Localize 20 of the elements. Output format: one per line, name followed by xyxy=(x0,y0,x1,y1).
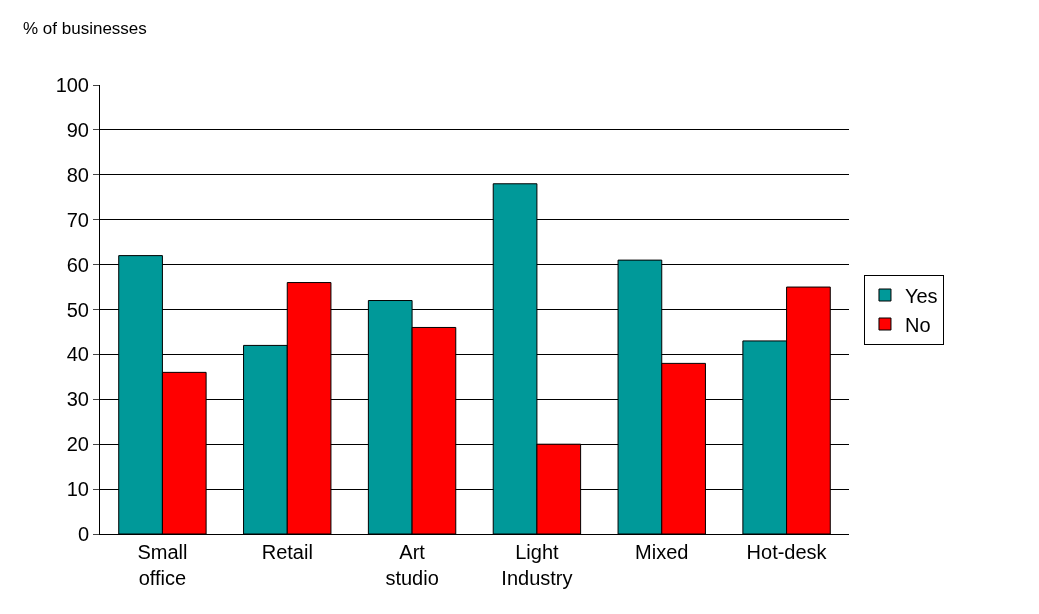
y-tick-label: 60 xyxy=(66,253,89,276)
x-tick-label: Hot-desk xyxy=(746,541,828,563)
y-tick-label: 0 xyxy=(77,523,89,545)
x-tick-label: Small office xyxy=(137,541,188,589)
y-tick-label: 20 xyxy=(66,433,89,456)
y-tick-label: 10 xyxy=(66,478,89,501)
legend-label: Yes xyxy=(904,284,938,307)
x-tick-label: Light Industry xyxy=(501,541,573,589)
y-tick-label: 100 xyxy=(55,74,89,96)
y-axis-title: % of businesses xyxy=(23,19,147,38)
x-tick-label: Art studio xyxy=(385,541,439,589)
y-tick-label: 70 xyxy=(66,208,89,231)
y-tick-label: 40 xyxy=(66,343,89,366)
legend-label: No xyxy=(904,313,931,336)
y-tick-label: 90 xyxy=(66,118,89,141)
y-tick-label: 80 xyxy=(66,163,89,186)
x-tick-label: Retail xyxy=(261,541,313,563)
y-tick-label: 50 xyxy=(66,298,89,321)
x-tick-label: Mixed xyxy=(635,541,689,563)
y-tick-label: 30 xyxy=(66,388,89,411)
